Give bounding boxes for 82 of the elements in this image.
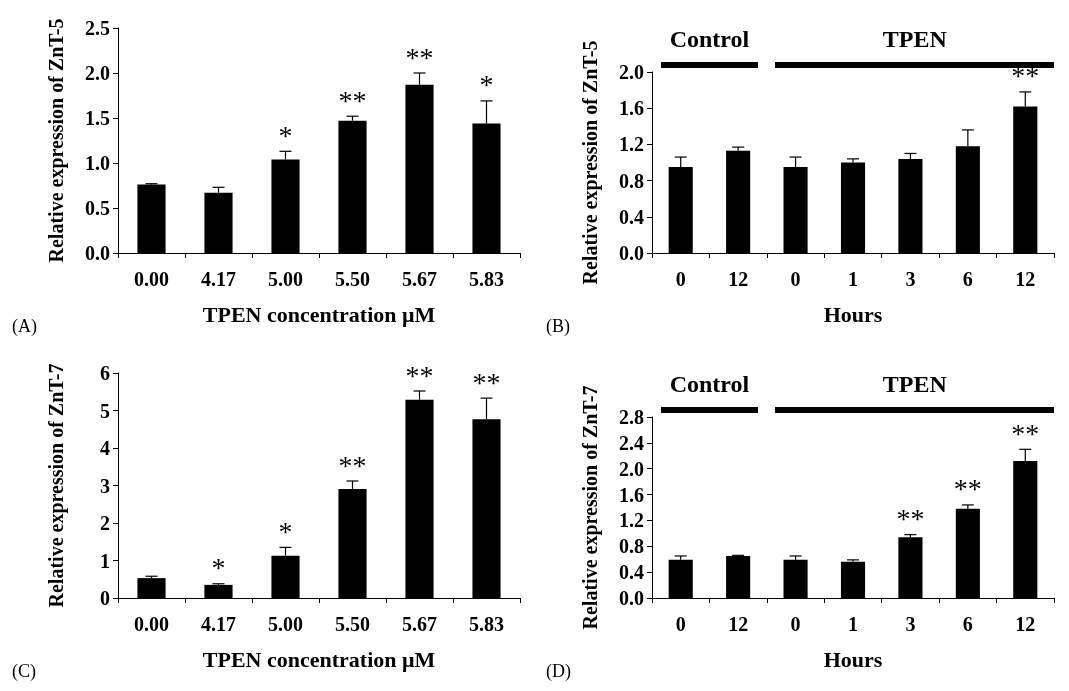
x-tick-label: 0.00 (134, 268, 169, 290)
x-tick-label: 6 (962, 268, 973, 290)
y-tick-label: 0.4 (619, 205, 644, 228)
x-tick-label: 12 (728, 613, 749, 635)
data-label: ** (953, 473, 982, 505)
data-label: ** (472, 366, 501, 398)
x-tick-label: 5.50 (335, 613, 370, 635)
x-tick-label: 12 (1015, 613, 1036, 635)
y-tick-label: 2.8 (619, 406, 644, 428)
x-axis-title: TPEN concentration μM (202, 646, 436, 672)
y-tick-label: 2.0 (619, 61, 644, 83)
x-axis-title: Hours (823, 301, 883, 327)
x-tick-label: 5.67 (402, 268, 437, 290)
x-tick-label: 0 (675, 613, 686, 635)
x-tick-label: 6 (962, 613, 973, 635)
y-tick-label: 1.6 (619, 97, 644, 120)
text: (C) (12, 661, 36, 682)
data-label: ** (1011, 417, 1040, 449)
y-tick-label: 3 (100, 474, 110, 497)
y-tick-label: 0.0 (619, 242, 644, 264)
y-tick-label: 0.8 (619, 535, 644, 558)
x-tick-label: 4.17 (201, 613, 236, 635)
x-axis-title: Hours (823, 646, 883, 672)
x-tick-label: 3 (905, 268, 916, 290)
x-tick-label: 0.00 (134, 613, 169, 635)
y-tick-label: 2.5 (85, 17, 110, 39)
text: TPEN (881, 371, 948, 398)
y-tick-label: 5 (100, 399, 110, 422)
text: Control (668, 371, 751, 398)
y-tick-label: 1.5 (85, 107, 110, 129)
y-tick-label: 0.4 (619, 561, 644, 584)
x-tick-label: 0 (790, 613, 801, 635)
data-label: ** (896, 503, 925, 535)
data-label: * (278, 515, 293, 547)
y-axis-title: Relative expression of ZnT-5 (45, 18, 68, 263)
x-tick-label: 1 (848, 613, 858, 635)
y-tick-label: 6 (100, 362, 110, 384)
y-tick-label: 1.6 (619, 483, 644, 506)
data-label: * (211, 552, 226, 584)
y-tick-label: 2.4 (619, 431, 644, 454)
text: (B) (546, 316, 570, 337)
x-tick-label: 3 (905, 613, 916, 635)
x-tick-label: 5.83 (469, 268, 504, 290)
x-tick-label: 12 (1015, 268, 1036, 290)
y-tick-label: 0.0 (619, 587, 644, 609)
data-label: ** (405, 359, 434, 391)
text: TPEN (881, 26, 948, 53)
data-label: ** (1011, 60, 1040, 92)
x-tick-label: 4.17 (201, 268, 236, 290)
y-axis-title: Relative expression of ZnT-7 (45, 363, 68, 608)
x-tick-label: 5.00 (268, 613, 303, 635)
x-tick-label: 5.67 (402, 613, 437, 635)
y-tick-label: 0 (100, 587, 110, 609)
text: (A) (12, 316, 37, 337)
y-tick-label: 0.8 (619, 169, 644, 192)
data-label: ** (405, 41, 434, 73)
data-label: ** (338, 84, 367, 116)
y-tick-label: 1.2 (619, 133, 644, 156)
y-tick-label: 1.2 (619, 509, 644, 532)
y-tick-label: 0.0 (85, 242, 110, 264)
x-tick-label: 0 (675, 268, 686, 290)
y-tick-label: 1.0 (85, 152, 110, 174)
x-tick-label: 5.83 (469, 613, 504, 635)
data-label: * (278, 119, 293, 151)
data-label: ** (338, 449, 367, 481)
data-label: * (479, 69, 494, 101)
x-axis-title: TPEN concentration μM (202, 301, 436, 327)
text: (D) (546, 661, 571, 682)
x-tick-label: 5.50 (335, 268, 370, 290)
x-tick-label: 12 (728, 268, 749, 290)
y-axis-title: Relative expression of ZnT-7 (579, 385, 602, 630)
y-tick-label: 2 (100, 512, 110, 534)
x-tick-label: 5.00 (268, 268, 303, 290)
x-tick-label: 0 (790, 268, 801, 290)
y-tick-label: 1 (100, 549, 110, 572)
text: Control (668, 26, 751, 53)
y-tick-label: 2.0 (85, 62, 110, 84)
y-tick-label: 2.0 (619, 457, 644, 480)
x-tick-label: 1 (848, 268, 858, 290)
y-axis-title: Relative expression of ZnT-5 (579, 40, 602, 285)
y-tick-label: 4 (100, 437, 110, 459)
y-tick-label: 0.5 (85, 197, 110, 219)
